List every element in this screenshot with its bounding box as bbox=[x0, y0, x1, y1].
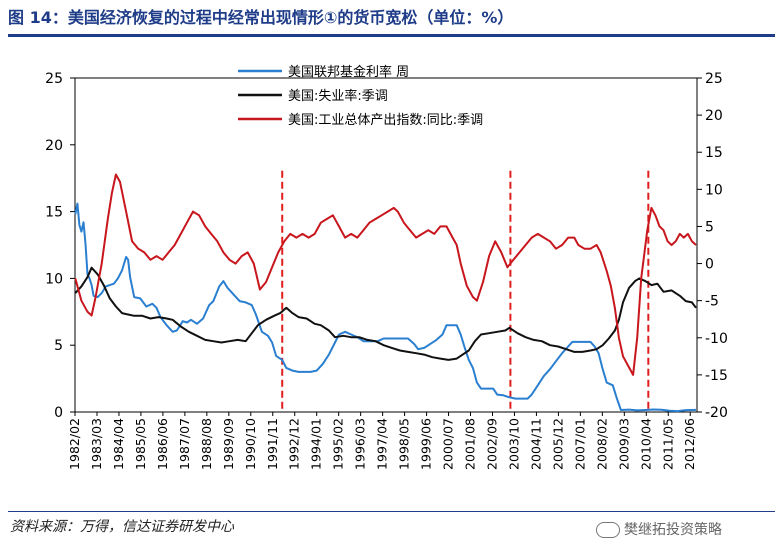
watermark: 樊继拓投资策略 bbox=[596, 519, 722, 539]
x-tick-label: 2012/06 bbox=[682, 418, 697, 470]
x-tick-label: 1986/06 bbox=[155, 418, 170, 470]
y-left-tick-label: 5 bbox=[54, 338, 63, 354]
y-left-tick-label: 15 bbox=[45, 205, 63, 221]
title-rule bbox=[8, 34, 775, 37]
x-tick-label: 2005/12 bbox=[550, 418, 565, 470]
legend-label-unemployment: 美国:失业率:季调 bbox=[288, 88, 388, 104]
series-unemployment-rate bbox=[74, 266, 697, 361]
reference-lines bbox=[281, 170, 650, 412]
x-tick-label: 1982/02 bbox=[67, 418, 82, 470]
y-right-tick-label: -20 bbox=[705, 405, 728, 421]
x-tick-label: 1997/04 bbox=[375, 418, 390, 470]
source-rule bbox=[8, 511, 775, 512]
y-left-tick-label: 0 bbox=[54, 405, 63, 421]
x-tick-label: 1988/08 bbox=[199, 418, 214, 470]
x-tick-label: 1985/05 bbox=[133, 418, 148, 470]
watermark-text: 樊继拓投资策略 bbox=[624, 522, 722, 538]
x-tick-label: 1998/05 bbox=[397, 418, 412, 470]
figure-title: 图 14：美国经济恢复的过程中经常出现情形①的货币宽松（单位：%） bbox=[8, 8, 514, 27]
x-tick-label: 1995/02 bbox=[331, 418, 346, 470]
y-right-tick-label: 15 bbox=[705, 145, 723, 161]
x-tick-label: 2008/02 bbox=[594, 418, 609, 470]
y-left-tick-label: 20 bbox=[45, 138, 63, 154]
x-tick-label: 1990/10 bbox=[243, 418, 258, 470]
wechat-icon bbox=[596, 522, 620, 538]
y-right-tick-label: 25 bbox=[705, 71, 723, 87]
x-tick-label: 2009/03 bbox=[616, 418, 631, 470]
x-tick-label: 1987/07 bbox=[177, 418, 192, 470]
y-right-tick-label: -5 bbox=[705, 294, 719, 310]
line-chart: 0 5 10 15 20 25 -20 -15 -10 -5 0 5 10 15 20 25 1982/02 19… bbox=[45, 64, 728, 470]
x-tick-label: 1991/11 bbox=[265, 418, 280, 470]
legend-label-industrial-output: 美国:工业总体产出指数:同比:季调 bbox=[288, 113, 483, 128]
legend: 美国联邦基金利率 周 美国:失业率:季调 美国:工业总体产出指数:同比:季调 bbox=[238, 64, 483, 128]
x-tick-label: 1999/06 bbox=[419, 418, 434, 470]
series-fed-funds-rate bbox=[74, 202, 697, 413]
axes-layer: 0 5 10 15 20 25 -20 -15 -10 -5 0 5 10 15 20 25 1982/02 19… bbox=[45, 71, 728, 470]
series-layer bbox=[74, 173, 697, 413]
y-right-tick-label: -15 bbox=[705, 368, 728, 384]
y-right-tick-label: 20 bbox=[705, 108, 723, 124]
plot-frame bbox=[74, 77, 698, 413]
y-right-tick-label: 5 bbox=[705, 219, 714, 235]
y-right-tick-label: 10 bbox=[705, 182, 723, 198]
x-tick-label: 1983/03 bbox=[89, 418, 104, 470]
x-tick-label: 1984/04 bbox=[111, 418, 126, 470]
source-note: 资料来源：万得，信达证券研发中心 bbox=[10, 519, 234, 535]
x-tick-label: 1989/09 bbox=[221, 418, 236, 470]
x-tick-label: 1994/01 bbox=[309, 418, 324, 470]
y-right-tick-label: -10 bbox=[705, 331, 728, 347]
series-industrial-output-yoy bbox=[74, 173, 697, 376]
y-left-tick-label: 25 bbox=[45, 71, 63, 87]
x-tick-label: 2002/09 bbox=[484, 418, 499, 470]
x-tick-label: 2003/10 bbox=[506, 418, 521, 470]
x-tick-label: 2004/11 bbox=[528, 418, 543, 470]
x-tick-label: 2010/04 bbox=[638, 418, 653, 470]
legend-label-fed-funds: 美国联邦基金利率 周 bbox=[288, 64, 409, 80]
x-tick-label: 2011/05 bbox=[660, 418, 675, 470]
x-tick-label: 1996/03 bbox=[353, 418, 368, 470]
x-tick-label: 2000/07 bbox=[441, 418, 456, 470]
y-left-tick-label: 10 bbox=[45, 271, 63, 287]
x-tick-label: 2001/08 bbox=[463, 418, 478, 470]
x-tick-label: 2007/01 bbox=[572, 418, 587, 470]
x-tick-label: 1992/12 bbox=[287, 418, 302, 470]
y-right-tick-label: 0 bbox=[705, 257, 714, 273]
